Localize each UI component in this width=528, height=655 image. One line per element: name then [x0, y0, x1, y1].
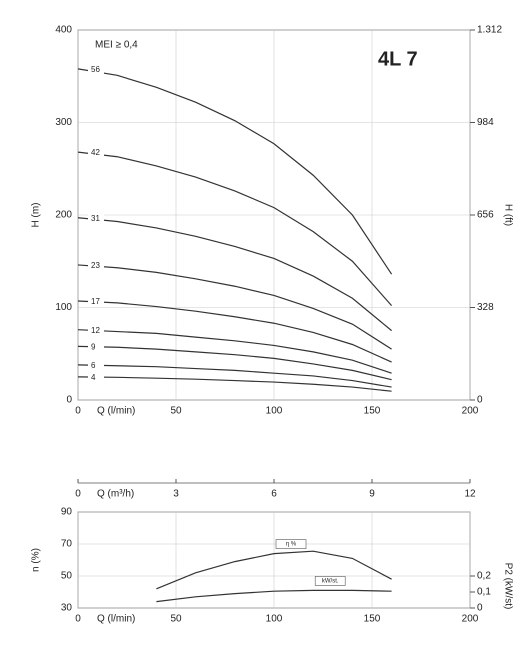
series-line — [77, 151, 393, 307]
x-axis-label: Q (l/min) — [97, 406, 135, 417]
chart-title: 4L 7 — [378, 48, 418, 70]
series-line — [77, 300, 392, 363]
series-label-bg — [88, 359, 104, 370]
series-label: 4 — [91, 373, 96, 382]
x-axis-label: Q (l/min) — [97, 614, 135, 625]
y-tick-label: 300 — [55, 117, 72, 128]
series-label-bg — [88, 324, 104, 335]
series-line — [77, 264, 392, 350]
series-label: η % — [286, 542, 297, 548]
series-label-bg — [88, 296, 104, 307]
series-line — [77, 68, 393, 275]
y-axis-label: n (%) — [31, 548, 42, 572]
series-line — [77, 217, 392, 332]
y-axis-label: H (m) — [31, 203, 42, 228]
series-label: 42 — [91, 148, 100, 157]
y2-tick-label: 1.312 — [477, 25, 502, 36]
series-label: 17 — [91, 297, 100, 306]
series-label: 56 — [91, 65, 100, 74]
y-tick-label: 200 — [55, 210, 72, 221]
y-tick-label: 30 — [61, 603, 73, 614]
series-label-bg — [88, 341, 104, 352]
y-tick-label: 90 — [61, 507, 73, 518]
series-label: 23 — [91, 261, 100, 270]
y2-tick-label: 0 — [477, 395, 483, 406]
x-tick-label: 0 — [75, 614, 81, 625]
x-tick-label: 100 — [266, 614, 283, 625]
x2-tick-label: 3 — [173, 489, 179, 500]
series-label-bg — [88, 259, 104, 270]
x2-axis-label: Q (m³/h) — [97, 489, 134, 500]
x2-tick-label: 0 — [75, 489, 81, 500]
x-tick-label: 0 — [75, 406, 81, 417]
x-tick-label: 150 — [364, 406, 381, 417]
series-label: 31 — [91, 214, 100, 223]
series-label-box — [275, 539, 307, 549]
y-tick-label: 400 — [55, 25, 72, 36]
x-tick-label: 50 — [170, 406, 182, 417]
x-tick-label: 50 — [170, 614, 182, 625]
subtitle-box — [88, 34, 156, 54]
x-tick-label: 200 — [462, 614, 479, 625]
y2-axis-label: H (ft) — [502, 204, 513, 226]
subtitle: MEI ≥ 0,4 — [95, 40, 138, 51]
y2-tick-label: 0,2 — [477, 571, 491, 582]
x-tick-label: 200 — [462, 406, 479, 417]
y2-axis-label: P2 (kW/st) — [502, 563, 513, 610]
series-label: 9 — [91, 342, 96, 351]
y-tick-label: 70 — [61, 539, 73, 550]
y-tick-label: 0 — [66, 395, 72, 406]
x2-tick-label: 9 — [369, 489, 375, 500]
series-line — [156, 589, 392, 603]
y2-tick-label: 656 — [477, 210, 494, 221]
series-label-box — [314, 576, 346, 586]
series-line — [77, 364, 392, 388]
series-label-bg — [88, 63, 104, 74]
series-label: 12 — [91, 326, 100, 335]
y2-tick-label: 0 — [477, 603, 483, 614]
y-tick-label: 50 — [61, 571, 73, 582]
x2-tick-label: 12 — [464, 489, 476, 500]
y2-tick-label: 984 — [477, 117, 494, 128]
x-tick-label: 150 — [364, 614, 381, 625]
series-line — [77, 329, 392, 374]
series-line — [156, 550, 392, 590]
y2-tick-label: 0,1 — [477, 587, 491, 598]
series-line — [77, 376, 392, 392]
y-tick-label: 100 — [55, 302, 72, 313]
series-label-bg — [88, 147, 104, 158]
y2-tick-label: 328 — [477, 302, 494, 313]
x-tick-label: 100 — [266, 406, 283, 417]
series-label: kW/st. — [322, 578, 339, 584]
series-line — [77, 345, 392, 381]
series-label: 6 — [91, 361, 96, 370]
series-label-bg — [88, 212, 104, 223]
x2-tick-label: 6 — [271, 489, 277, 500]
series-label-bg — [88, 371, 104, 382]
